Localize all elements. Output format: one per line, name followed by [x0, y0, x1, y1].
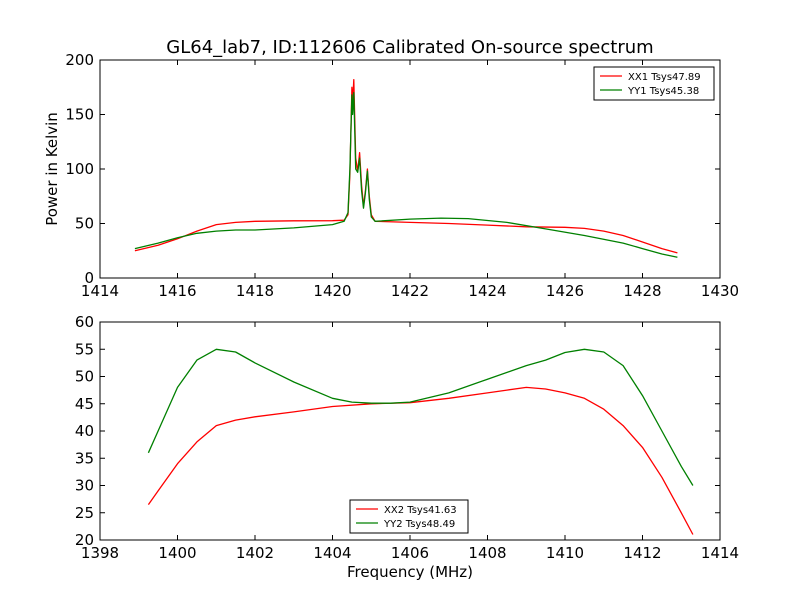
- x-tick-label: 1424: [468, 282, 506, 300]
- x-tick-label: 1428: [623, 282, 661, 300]
- x-tick-label: 1418: [236, 282, 274, 300]
- plot-frame: [99, 321, 721, 541]
- legend-label: YY1 Tsys45.38: [627, 86, 699, 97]
- x-tick-label: 1398: [81, 544, 119, 562]
- series-line: [147, 386, 694, 535]
- y-tick-label: 55: [75, 340, 94, 358]
- top-subplot: GL64_lab7, ID:112606 Calibrated On-sourc…: [43, 37, 739, 300]
- y-tick-label: 20: [75, 531, 94, 549]
- x-tick-label: 1408: [468, 544, 506, 562]
- legend: XX1 Tsys47.89 YY1 Tsys45.38: [593, 66, 715, 101]
- series-line: [134, 92, 678, 258]
- legend-label: XX2 Tsys41.63: [384, 505, 457, 516]
- x-axis-label: Frequency (MHz): [347, 563, 473, 581]
- x-tick-label: 1402: [236, 544, 274, 562]
- y-tick-label: 100: [65, 160, 94, 178]
- y-tick-label: 50: [75, 215, 94, 233]
- bottom-subplot: Frequency (MHz) 1398 1400 1402 1404 1406 1408…: [75, 313, 739, 581]
- y-tick-label: 30: [75, 477, 94, 495]
- x-tick-label: 1414: [701, 544, 739, 562]
- series-line: [147, 348, 694, 486]
- x-tick-label: 1426: [546, 282, 584, 300]
- x-tick-label: 1404: [313, 544, 351, 562]
- x-tick-label: 1406: [391, 544, 429, 562]
- y-tick-label: 150: [65, 106, 94, 124]
- y-tick-label: 200: [65, 51, 94, 69]
- axis-ticks: 1414 1416 1418 1420 1422 1424 1426 1428 1430 0 50 1…: [65, 51, 739, 300]
- x-tick-label: 1420: [313, 282, 351, 300]
- legend-box: [593, 66, 715, 101]
- y-tick-label: 50: [75, 368, 94, 386]
- y-tick-label: 25: [75, 504, 94, 522]
- y-tick-label: 40: [75, 422, 94, 440]
- y-axis-label: Power in Kelvin: [43, 112, 61, 226]
- x-tick-label: 1430: [701, 282, 739, 300]
- y-tick-label: 35: [75, 449, 94, 467]
- legend-box: [349, 499, 469, 534]
- x-tick-label: 1416: [158, 282, 196, 300]
- x-tick-label: 1414: [81, 282, 119, 300]
- plot-frame: [99, 59, 721, 279]
- legend-label: YY2 Tsys48.49: [383, 519, 455, 530]
- y-tick-label: 0: [84, 269, 94, 287]
- x-tick-label: 1400: [158, 544, 196, 562]
- x-tick-label: 1422: [391, 282, 429, 300]
- series-lines: [134, 78, 678, 258]
- x-tick-label: 1412: [623, 544, 661, 562]
- legend-label: XX1 Tsys47.89: [628, 72, 701, 83]
- y-tick-label: 45: [75, 395, 94, 413]
- legend: XX2 Tsys41.63 YY2 Tsys48.49: [349, 499, 469, 534]
- x-tick-label: 1410: [546, 544, 584, 562]
- y-tick-label: 60: [75, 313, 94, 331]
- axis-ticks: 1398 1400 1402 1404 1406 1408 1410 1412 1414 20 25…: [75, 313, 739, 562]
- series-lines: [147, 348, 694, 535]
- chart-title: GL64_lab7, ID:112606 Calibrated On-sourc…: [166, 37, 653, 58]
